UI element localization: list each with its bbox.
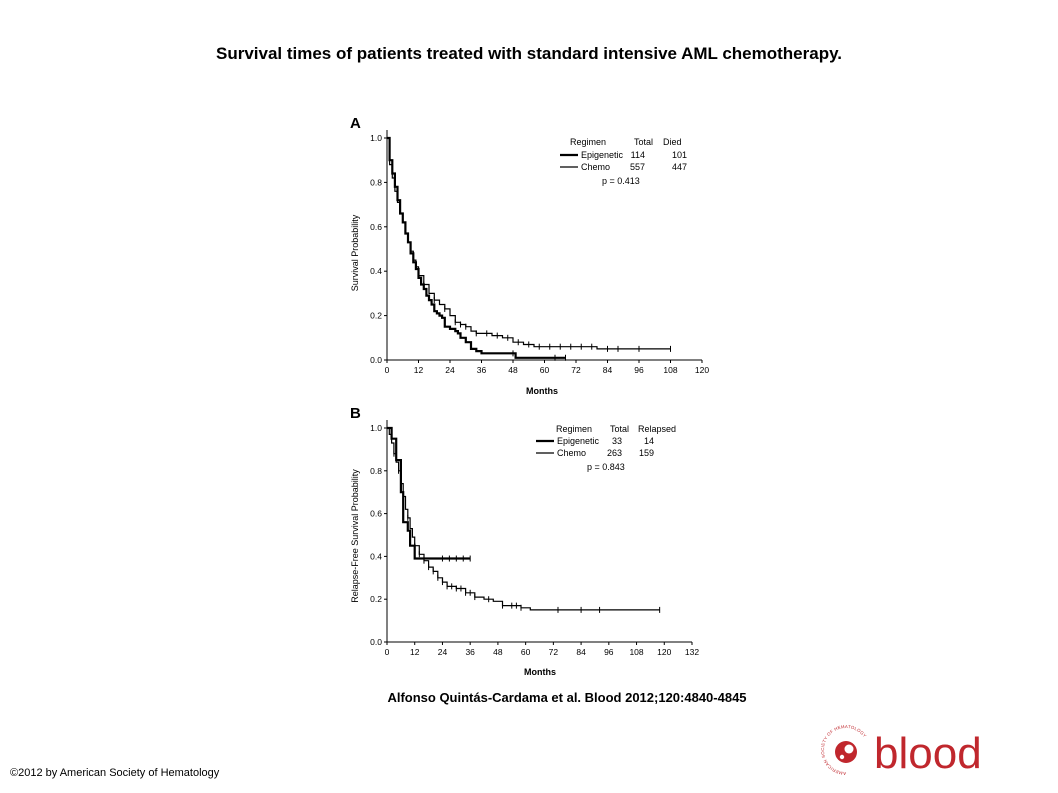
y-tick-label: 0.4	[370, 266, 382, 276]
legend-name: Chemo	[581, 162, 610, 172]
x-tick-label: 60	[521, 647, 531, 657]
km-curve-epigenetic	[387, 136, 566, 359]
slide-title: Survival times of patients treated with …	[215, 44, 842, 63]
logo-wordmark: blood	[874, 729, 982, 778]
legend-pvalue: p = 0.843	[587, 462, 625, 472]
km-curve-epigenetic	[387, 426, 471, 560]
x-tick-label: 12	[414, 365, 424, 375]
x-tick-label: 36	[465, 647, 475, 657]
x-tick-label: 48	[508, 365, 518, 375]
legend-header-total: Total	[634, 137, 653, 147]
x-tick-label: 108	[629, 647, 643, 657]
panel-b-x-axis-label: Months	[524, 667, 556, 677]
x-tick-label: 48	[493, 647, 503, 657]
legend-header-relapsed: Relapsed	[638, 424, 676, 434]
y-tick-label: 1.0	[370, 423, 382, 433]
km-figure: A Survival Probability Months 0 12 24 36 48 6…	[350, 115, 709, 677]
x-tick-label: 72	[549, 647, 559, 657]
legend-total: 557	[630, 162, 645, 172]
x-tick-label: 108	[663, 365, 677, 375]
ash-seal-icon: AMERICAN SOCIETY OF HEMATOLOGY	[820, 724, 867, 776]
panel-a-letter: A	[350, 115, 361, 132]
x-tick-label: 12	[410, 647, 420, 657]
citation: Alfonso Quintás-Cardama et al. Blood 201…	[387, 690, 747, 705]
y-tick-label: 0.2	[370, 594, 382, 604]
legend-total: 33	[612, 436, 622, 446]
legend-name: Chemo	[557, 448, 586, 458]
legend-header-regimen: Regimen	[556, 424, 592, 434]
x-tick-label: 60	[540, 365, 550, 375]
y-tick-label: 0.6	[370, 222, 382, 232]
x-tick-label: 132	[685, 647, 699, 657]
copyright-notice: ©2012 by American Society of Hematology	[10, 767, 220, 779]
panel-b: B Relapse-Free Survival Probability Mont…	[350, 405, 699, 677]
legend-count: 14	[644, 436, 654, 446]
y-tick-label: 0.6	[370, 509, 382, 519]
x-tick-label: 0	[385, 647, 390, 657]
legend-name: Epigenetic	[557, 436, 600, 446]
panel-b-letter: B	[350, 405, 361, 422]
x-tick-label: 96	[604, 647, 614, 657]
panel-a: A Survival Probability Months 0 12 24 36 48 6…	[350, 115, 709, 396]
legend-header-total: Total	[610, 424, 629, 434]
panel-a-x-axis-label: Months	[526, 386, 558, 396]
x-tick-label: 84	[576, 647, 586, 657]
legend-total: 263	[607, 448, 622, 458]
y-tick-label: 0.8	[370, 466, 382, 476]
y-tick-label: 0.2	[370, 311, 382, 321]
legend-count: 159	[639, 448, 654, 458]
legend-header-regimen: Regimen	[570, 137, 606, 147]
legend-name: Epigenetic	[581, 150, 624, 160]
x-tick-label: 24	[438, 647, 448, 657]
y-tick-label: 0.0	[370, 637, 382, 647]
km-curve-chemo	[387, 137, 671, 350]
panel-a-y-axis-label: Survival Probability	[350, 214, 360, 291]
x-tick-label: 96	[634, 365, 644, 375]
x-tick-label: 36	[477, 365, 487, 375]
legend-count: 101	[672, 150, 687, 160]
figure: A Survival Probability Months 0 12 24 36 48 6…	[340, 108, 720, 688]
legend-count: 447	[672, 162, 687, 172]
legend-pvalue: p = 0.413	[602, 176, 640, 186]
legend-header-died: Died	[663, 137, 682, 147]
panel-b-y-axis-label: Relapse-Free Survival Probability	[350, 469, 360, 603]
y-tick-label: 0.0	[370, 355, 382, 365]
x-tick-label: 120	[695, 365, 709, 375]
blood-journal-logo: AMERICAN SOCIETY OF HEMATOLOGY blood	[818, 722, 1008, 783]
y-tick-label: 0.4	[370, 551, 382, 561]
x-tick-label: 120	[657, 647, 671, 657]
y-tick-label: 1.0	[370, 133, 382, 143]
x-tick-label: 0	[385, 365, 390, 375]
x-tick-label: 24	[445, 365, 455, 375]
x-tick-label: 72	[571, 365, 581, 375]
legend-total: 114	[631, 150, 645, 160]
x-tick-label: 84	[603, 365, 613, 375]
y-tick-label: 0.8	[370, 177, 382, 187]
panel-b-legend: Regimen Total Relapsed Epigenetic 33 14 …	[536, 424, 676, 472]
panel-a-legend: Regimen Total Died Epigenetic 114 101 Ch…	[560, 137, 687, 186]
